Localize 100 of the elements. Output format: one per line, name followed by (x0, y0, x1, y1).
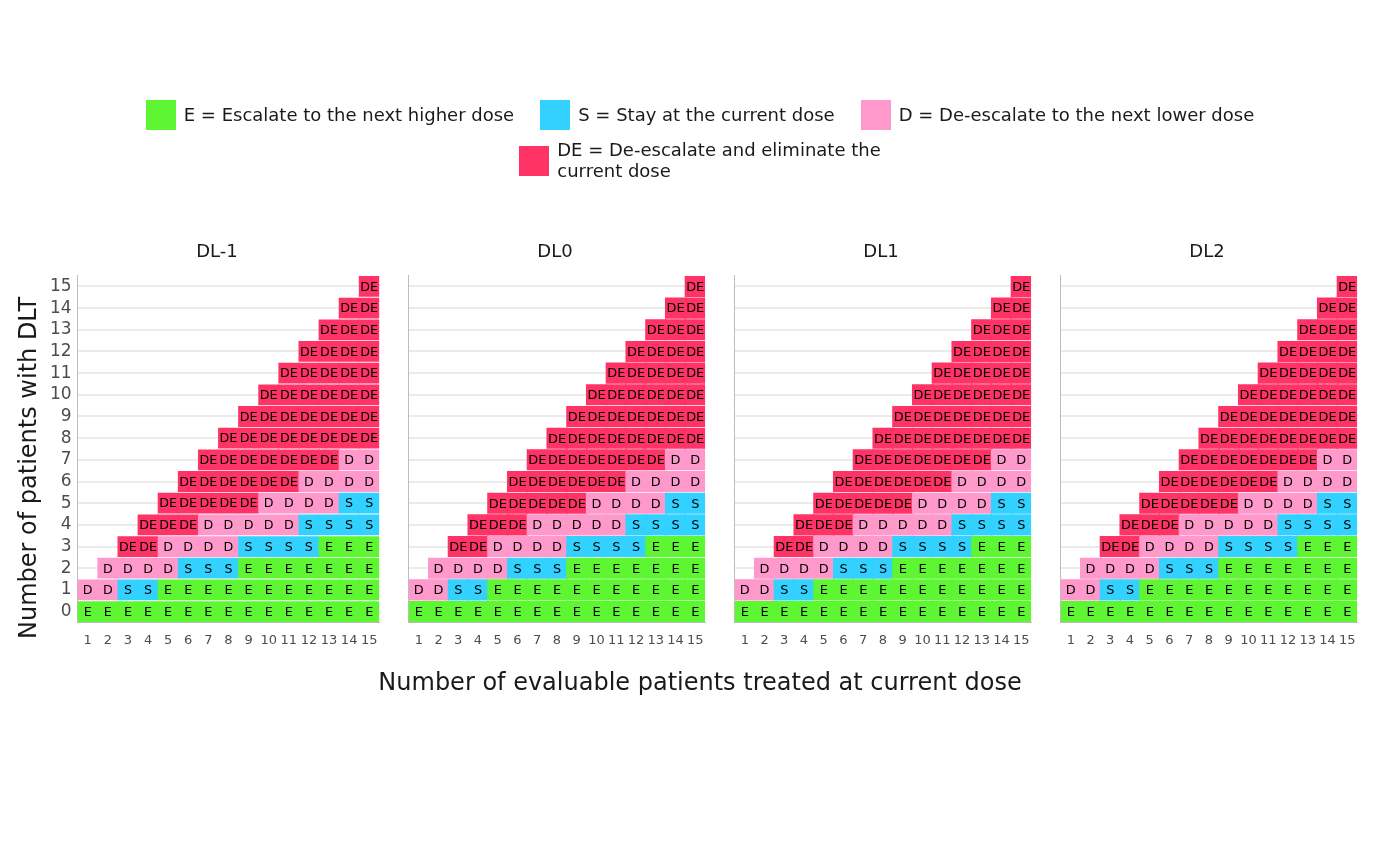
data-label: E (977, 582, 986, 598)
data-label: DE (607, 408, 626, 424)
data-label: D (591, 495, 602, 511)
y-tick-label: 11 (49, 361, 72, 382)
data-label: E (572, 560, 581, 576)
data-label: DE (666, 322, 685, 338)
data-label: E (1343, 560, 1352, 576)
data-label: DE (1318, 408, 1337, 424)
data-label: DE (1180, 473, 1199, 489)
x-tick-label: 6 (184, 631, 193, 647)
data-label: DE (834, 473, 853, 489)
data-label: DE (587, 408, 606, 424)
x-tick-label: 6 (1165, 631, 1174, 647)
data-label: DE (607, 387, 626, 403)
data-label: DE (300, 343, 318, 359)
data-label: DE (666, 430, 685, 446)
data-label: D (263, 495, 274, 511)
data-label: E (204, 603, 213, 619)
data-label: DE (1140, 517, 1159, 533)
data-label: E (365, 582, 374, 598)
data-label: DE (300, 365, 318, 381)
data-label: E (819, 603, 828, 619)
x-tick-label: 2 (103, 631, 112, 647)
data-label: DE (179, 517, 198, 533)
data-label: D (324, 473, 335, 489)
data-label: DE (992, 343, 1011, 359)
data-label: DE (1318, 387, 1337, 403)
data-label: DE (587, 387, 606, 403)
data-label: DE (1012, 322, 1031, 338)
data-label: DE (360, 300, 379, 316)
data-label: E (898, 560, 907, 576)
data-label: DE (1180, 452, 1199, 468)
data-label: E (691, 603, 700, 619)
data-label: E (493, 603, 502, 619)
data-label: S (123, 582, 132, 598)
data-label: DE (992, 387, 1011, 403)
data-label: E (365, 603, 374, 619)
data-label: D (1164, 538, 1175, 554)
data-label: DE (1239, 408, 1258, 424)
data-label: DE (1219, 430, 1238, 446)
data-label: DE (686, 278, 705, 294)
data-label: E (839, 582, 848, 598)
y-tick-label: 2 (60, 556, 72, 577)
data-label: D (1085, 560, 1096, 576)
data-label: DE (686, 408, 705, 424)
data-label: D (1085, 582, 1096, 598)
data-label: D (413, 582, 424, 598)
data-label: S (143, 582, 153, 598)
data-label: S (1323, 517, 1332, 533)
data-label: DE (1239, 430, 1258, 446)
data-label: DE (992, 408, 1011, 424)
data-label: DE (1298, 408, 1317, 424)
data-label: E (1244, 560, 1253, 576)
data-label: S (997, 495, 1006, 511)
data-label: D (1342, 473, 1353, 489)
x-tick-label: 4 (143, 631, 153, 647)
x-tick-label: 3 (780, 631, 789, 647)
data-label: E (572, 603, 581, 619)
data-label: D (123, 560, 134, 576)
data-label: DE (646, 322, 665, 338)
data-label: S (204, 560, 213, 576)
data-label: E (1303, 560, 1312, 576)
data-label: S (898, 538, 907, 554)
data-label: D (102, 582, 113, 598)
data-label: E (204, 582, 213, 598)
x-tick-label: 6 (513, 631, 522, 647)
data-label: D (1016, 452, 1027, 468)
x-tick-label: 4 (1125, 631, 1135, 647)
data-label: E (612, 603, 621, 619)
x-tick-label: 11 (1259, 631, 1277, 647)
data-label: E (325, 603, 334, 619)
data-label: E (1343, 538, 1352, 554)
data-label: E (1264, 582, 1273, 598)
data-label: E (1145, 582, 1154, 598)
data-label: DE (300, 452, 318, 468)
x-tick-label: 15 (686, 631, 704, 647)
data-label: D (1302, 473, 1313, 489)
data-label: E (740, 603, 749, 619)
data-label: DE (972, 343, 991, 359)
data-label: E (859, 582, 868, 598)
y-tick-label: 15 (49, 274, 72, 295)
data-label: DE (1298, 365, 1317, 381)
data-label: E (1323, 582, 1332, 598)
data-label: DE (1239, 473, 1258, 489)
data-label: E (345, 603, 354, 619)
data-label: DE (972, 365, 991, 381)
data-label: E (284, 603, 293, 619)
x-tick-label: 10 (260, 631, 277, 647)
data-label: DE (952, 408, 972, 424)
data-label: S (264, 538, 273, 554)
data-label: E (957, 603, 967, 619)
x-tick-label: 7 (1185, 631, 1194, 647)
data-label: DE (626, 430, 646, 446)
data-label: DE (686, 387, 705, 403)
x-tick-label: 13 (647, 631, 665, 647)
data-label: D (263, 517, 274, 533)
data-label: DE (360, 387, 379, 403)
data-label: D (473, 560, 484, 576)
data-label: DE (547, 495, 567, 511)
x-tick-label: 15 (1338, 631, 1356, 647)
